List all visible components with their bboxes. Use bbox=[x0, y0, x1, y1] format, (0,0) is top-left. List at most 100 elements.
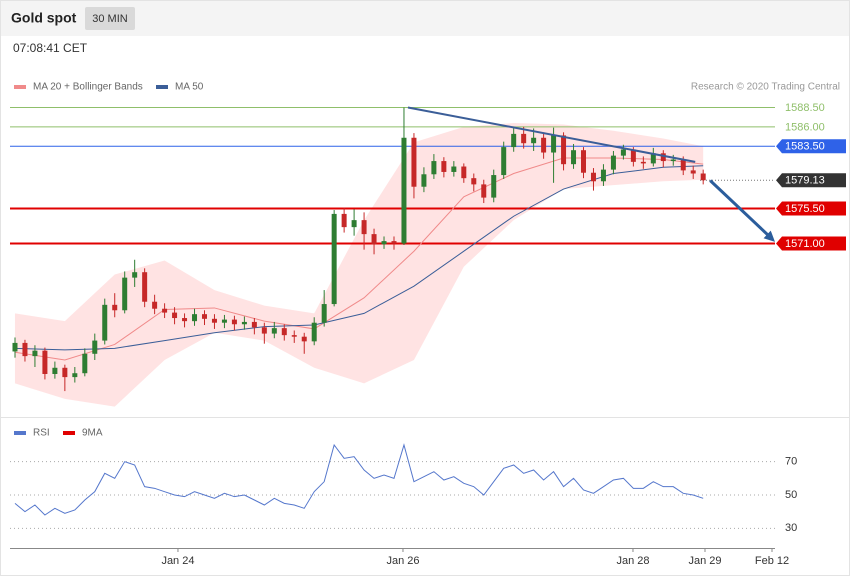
candle-body bbox=[311, 322, 317, 342]
legend-swatch bbox=[14, 85, 26, 89]
level-label: 1583.50 bbox=[785, 141, 825, 153]
candle-body bbox=[491, 175, 497, 198]
candle-body bbox=[571, 150, 577, 165]
candle-body bbox=[690, 170, 696, 174]
candle-body bbox=[670, 159, 676, 162]
x-tick-label: Jan 28 bbox=[616, 555, 649, 567]
candle-body bbox=[650, 153, 656, 164]
candle-body bbox=[142, 272, 148, 302]
candle-body bbox=[22, 342, 28, 357]
candle-body bbox=[620, 149, 626, 156]
x-tick-label: Jan 26 bbox=[386, 555, 419, 567]
candle-body bbox=[132, 272, 138, 278]
candle-body bbox=[251, 321, 257, 328]
candle-body bbox=[381, 241, 387, 245]
candle-body bbox=[391, 241, 397, 244]
timeframe: 30 MIN bbox=[92, 13, 128, 25]
candle-body bbox=[551, 135, 557, 153]
candle-body bbox=[411, 137, 417, 187]
candle-body bbox=[321, 304, 327, 323]
level-tag bbox=[776, 173, 846, 188]
legend-swatch bbox=[156, 85, 168, 89]
level-label: 1575.50 bbox=[785, 203, 825, 215]
y-tick-label: 70 bbox=[785, 456, 797, 468]
candle-body bbox=[610, 155, 616, 170]
candle-body bbox=[431, 161, 437, 175]
candle-body bbox=[331, 213, 337, 305]
legend-label: MA 50 bbox=[175, 82, 204, 93]
level-label: 1579.13 bbox=[785, 175, 825, 187]
trendline bbox=[407, 106, 696, 163]
level-label: 1586.00 bbox=[785, 121, 825, 133]
candle-body bbox=[581, 150, 587, 173]
candle-body bbox=[112, 304, 118, 311]
legend-swatch bbox=[63, 431, 75, 435]
candle-body bbox=[561, 135, 567, 165]
candle-body bbox=[600, 169, 606, 182]
candle-body bbox=[12, 342, 18, 352]
candle-body bbox=[680, 159, 686, 171]
candle-body bbox=[441, 161, 447, 172]
candle-body bbox=[700, 173, 706, 181]
timestamp: 07:08:41 CET bbox=[13, 41, 88, 55]
rsi-line bbox=[14, 443, 704, 516]
candle-body bbox=[281, 328, 287, 336]
bollinger-band bbox=[14, 122, 704, 407]
level-tag bbox=[776, 236, 846, 251]
candle-body bbox=[501, 147, 507, 176]
candle-body bbox=[590, 172, 596, 182]
x-tick-label: Feb 12 bbox=[755, 555, 789, 567]
header-bar bbox=[0, 0, 850, 36]
candle-body bbox=[341, 213, 347, 228]
arrow-head bbox=[763, 230, 776, 242]
moving-average bbox=[14, 157, 704, 361]
candle-body bbox=[122, 277, 128, 311]
candle-body bbox=[52, 367, 58, 374]
candle-body bbox=[42, 350, 48, 374]
candle-body bbox=[82, 353, 88, 374]
candle-body bbox=[32, 350, 38, 357]
candle-body bbox=[221, 319, 227, 323]
legend-swatch bbox=[14, 431, 26, 435]
candle-body bbox=[301, 336, 307, 342]
level-label: 1588.50 bbox=[785, 102, 825, 114]
candle-body bbox=[371, 234, 377, 245]
candle-body bbox=[451, 166, 457, 172]
x-tick-label: Jan 29 bbox=[688, 555, 721, 567]
forecast-arrow bbox=[709, 179, 773, 239]
candle-body bbox=[211, 318, 217, 323]
timeframe-badge bbox=[85, 7, 135, 30]
candle-body bbox=[541, 137, 547, 153]
candle-body bbox=[461, 166, 467, 179]
candle-body bbox=[172, 312, 178, 319]
candle-body bbox=[511, 133, 517, 148]
chart-title: Gold spot bbox=[11, 10, 77, 26]
candle-body bbox=[361, 220, 367, 235]
candle-body bbox=[201, 314, 207, 319]
candle-body bbox=[640, 161, 646, 164]
legend-label: RSI bbox=[33, 428, 50, 439]
level-tag bbox=[776, 201, 846, 216]
candle-body bbox=[261, 327, 267, 334]
candle-body bbox=[72, 373, 78, 378]
candle-body bbox=[192, 314, 198, 322]
candle-body bbox=[351, 220, 357, 228]
candle-body bbox=[521, 133, 527, 144]
candle-body bbox=[271, 328, 277, 334]
level-label: 1571.00 bbox=[785, 238, 825, 250]
candle-body bbox=[182, 318, 188, 322]
x-tick-label: Jan 24 bbox=[161, 555, 194, 567]
candle-body bbox=[401, 137, 407, 244]
candle-body bbox=[231, 319, 237, 325]
candle-body bbox=[92, 340, 98, 354]
candle-body bbox=[241, 321, 247, 325]
candle-body bbox=[291, 335, 297, 337]
legend-label: 9MA bbox=[82, 428, 103, 439]
candle-body bbox=[630, 149, 636, 162]
y-tick-label: 50 bbox=[785, 489, 797, 501]
candle-body bbox=[481, 184, 487, 198]
candle-body bbox=[102, 304, 108, 341]
moving-average bbox=[14, 165, 704, 351]
